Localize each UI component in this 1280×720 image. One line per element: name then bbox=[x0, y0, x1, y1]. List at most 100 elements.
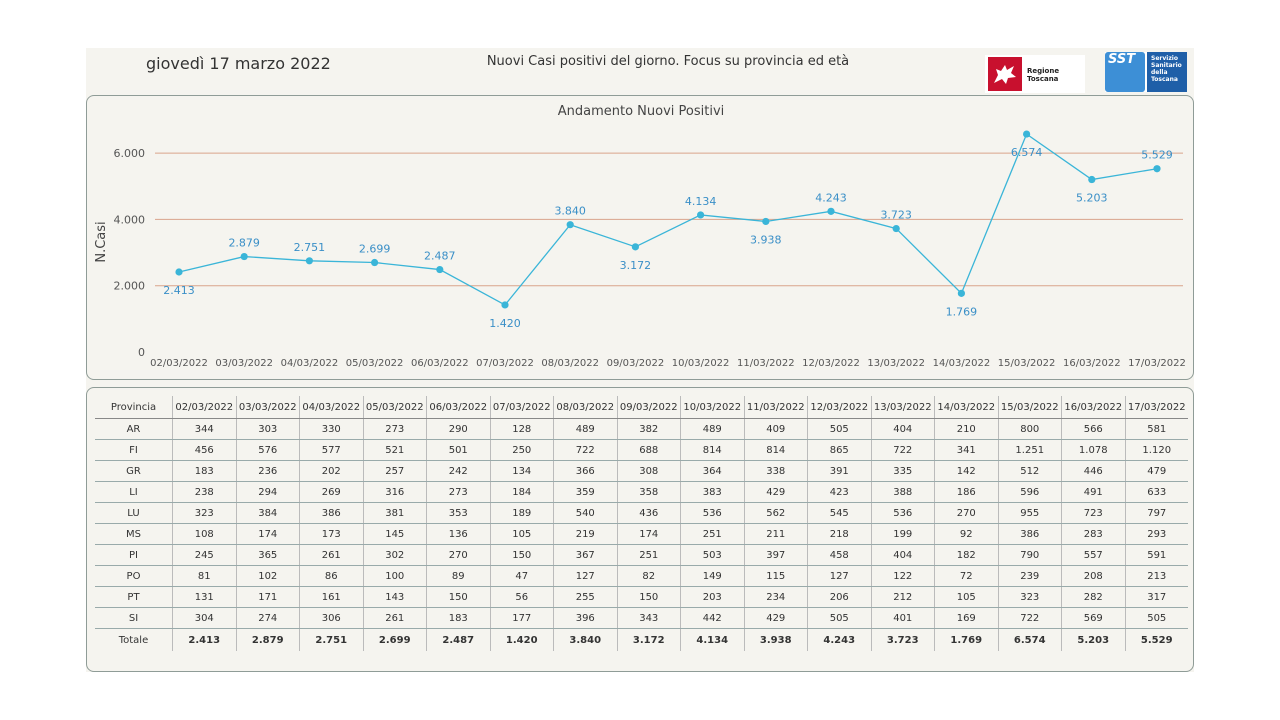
y-axis-label: N.Casi bbox=[94, 221, 109, 262]
table-cell: 251 bbox=[616, 544, 681, 566]
data-point bbox=[631, 243, 640, 251]
chart-panel bbox=[86, 95, 1194, 380]
data-label: 2.699 bbox=[359, 243, 391, 256]
table-row: PI 245 365 261 302 270 150 367 251 503 397 458 404 18… bbox=[95, 544, 1188, 566]
total-cell: 2.751 bbox=[299, 628, 363, 651]
table-cell: 274 bbox=[235, 607, 300, 629]
table-cell: 458 bbox=[807, 544, 871, 566]
table-cell: 316 bbox=[362, 481, 427, 503]
table-cell: 186 bbox=[934, 481, 998, 503]
table-cell: 236 bbox=[235, 460, 300, 482]
table-cell: 255 bbox=[553, 586, 617, 608]
table-cell: 388 bbox=[870, 481, 935, 503]
table-cell: 955 bbox=[997, 502, 1062, 524]
table-cell: 143 bbox=[362, 586, 427, 608]
table-cell: 282 bbox=[1061, 586, 1125, 608]
table-cell: 169 bbox=[934, 607, 998, 629]
pegasus-emblem-icon bbox=[988, 57, 1022, 91]
table-cell: 814 bbox=[680, 439, 744, 461]
table-cell: 723 bbox=[1061, 502, 1125, 524]
chart-title: Andamento Nuovi Positivi bbox=[558, 104, 725, 119]
table-cell: 386 bbox=[997, 523, 1062, 545]
table-cell: 722 bbox=[870, 439, 935, 461]
table-cell: 596 bbox=[997, 481, 1062, 503]
table-cell: 521 bbox=[362, 439, 427, 461]
sst-mark-icon: SST bbox=[1105, 52, 1145, 92]
total-cell: 2.699 bbox=[362, 628, 427, 651]
table-cell: 293 bbox=[1124, 523, 1188, 545]
table-cell: 790 bbox=[997, 544, 1062, 566]
table-cell: 344 bbox=[172, 418, 236, 440]
table-cell: 341 bbox=[934, 439, 998, 461]
province-label: LU bbox=[95, 502, 173, 524]
table-cell: 127 bbox=[553, 565, 617, 587]
data-point bbox=[1023, 130, 1031, 138]
table-cell: 581 bbox=[1124, 418, 1188, 440]
table-row: AR 344 303 330 273 290 128 489 382 489 409 505 404 21… bbox=[95, 418, 1188, 440]
table-header-date: 07/03/2022 bbox=[489, 396, 554, 419]
data-label: 3.938 bbox=[750, 233, 782, 246]
data-point bbox=[240, 252, 248, 261]
table-cell: 501 bbox=[426, 439, 490, 461]
table-header-date: 06/03/2022 bbox=[426, 396, 490, 419]
table-cell: 56 bbox=[489, 586, 554, 608]
sst-mark-text: SST bbox=[1108, 52, 1136, 67]
table-cell: 150 bbox=[489, 544, 554, 566]
table-cell: 242 bbox=[426, 460, 490, 482]
table-cell: 251 bbox=[680, 523, 744, 545]
table-cell: 797 bbox=[1124, 502, 1188, 524]
table-cell: 633 bbox=[1124, 481, 1188, 503]
table-header-date: 17/03/2022 bbox=[1124, 396, 1188, 419]
series-line bbox=[178, 133, 1158, 306]
table-cell: 489 bbox=[553, 418, 617, 440]
table-cell: 213 bbox=[1124, 565, 1188, 587]
table-cell: 105 bbox=[489, 523, 554, 545]
table-cell: 206 bbox=[807, 586, 871, 608]
x-tick-label: 14/03/2022 bbox=[933, 358, 991, 369]
table-header-date: 12/03/2022 bbox=[807, 396, 871, 419]
table-cell: 359 bbox=[553, 481, 617, 503]
total-cell: 3.723 bbox=[870, 628, 935, 651]
x-tick-label: 11/03/2022 bbox=[737, 358, 795, 369]
table-cell: 800 bbox=[997, 418, 1062, 440]
table-cell: 491 bbox=[1061, 481, 1125, 503]
table-cell: 429 bbox=[743, 607, 808, 629]
data-label: 1.769 bbox=[946, 305, 978, 318]
table-row: LI 238 294 269 316 273 184 359 358 383 429 423 388 18… bbox=[95, 481, 1188, 503]
table-cell: 102 bbox=[235, 565, 300, 587]
data-point bbox=[762, 217, 770, 226]
table-cell: 122 bbox=[870, 565, 935, 587]
data-label: 6.574 bbox=[1011, 146, 1043, 159]
table-cell: 142 bbox=[934, 460, 998, 482]
table-cell: 505 bbox=[807, 418, 871, 440]
table-cell: 338 bbox=[743, 460, 808, 482]
table-cell: 134 bbox=[489, 460, 554, 482]
table-cell: 177 bbox=[489, 607, 554, 629]
x-tick-label: 05/03/2022 bbox=[346, 358, 404, 369]
table-header-date: 16/03/2022 bbox=[1061, 396, 1125, 419]
table-cell: 545 bbox=[807, 502, 871, 524]
table-cell: 270 bbox=[934, 502, 998, 524]
table-cell: 540 bbox=[553, 502, 617, 524]
data-point bbox=[436, 265, 444, 274]
x-tick-label: 02/03/2022 bbox=[150, 358, 208, 369]
table-cell: 382 bbox=[616, 418, 681, 440]
data-label: 4.243 bbox=[815, 191, 847, 204]
table-cell: 1.251 bbox=[997, 439, 1062, 461]
table-header-date: 09/03/2022 bbox=[616, 396, 681, 419]
data-point bbox=[371, 258, 379, 267]
table-cell: 131 bbox=[172, 586, 236, 608]
table-cell: 304 bbox=[172, 607, 236, 629]
table-cell: 358 bbox=[616, 481, 681, 503]
province-label: MS bbox=[95, 523, 173, 545]
regione-toscana-logo: Regione Toscana bbox=[985, 55, 1085, 93]
regione-toscana-text: Regione Toscana bbox=[1027, 67, 1060, 83]
table-header-provincia: Provincia bbox=[95, 396, 173, 419]
table-total-row: Totale 2.413 2.879 2.751 2.699 2.487 1.420 3.84… bbox=[95, 628, 1188, 651]
table-cell: 396 bbox=[553, 607, 617, 629]
province-label: PO bbox=[95, 565, 173, 587]
table-cell: 401 bbox=[870, 607, 935, 629]
table-cell: 409 bbox=[743, 418, 808, 440]
table-cell: 423 bbox=[807, 481, 871, 503]
